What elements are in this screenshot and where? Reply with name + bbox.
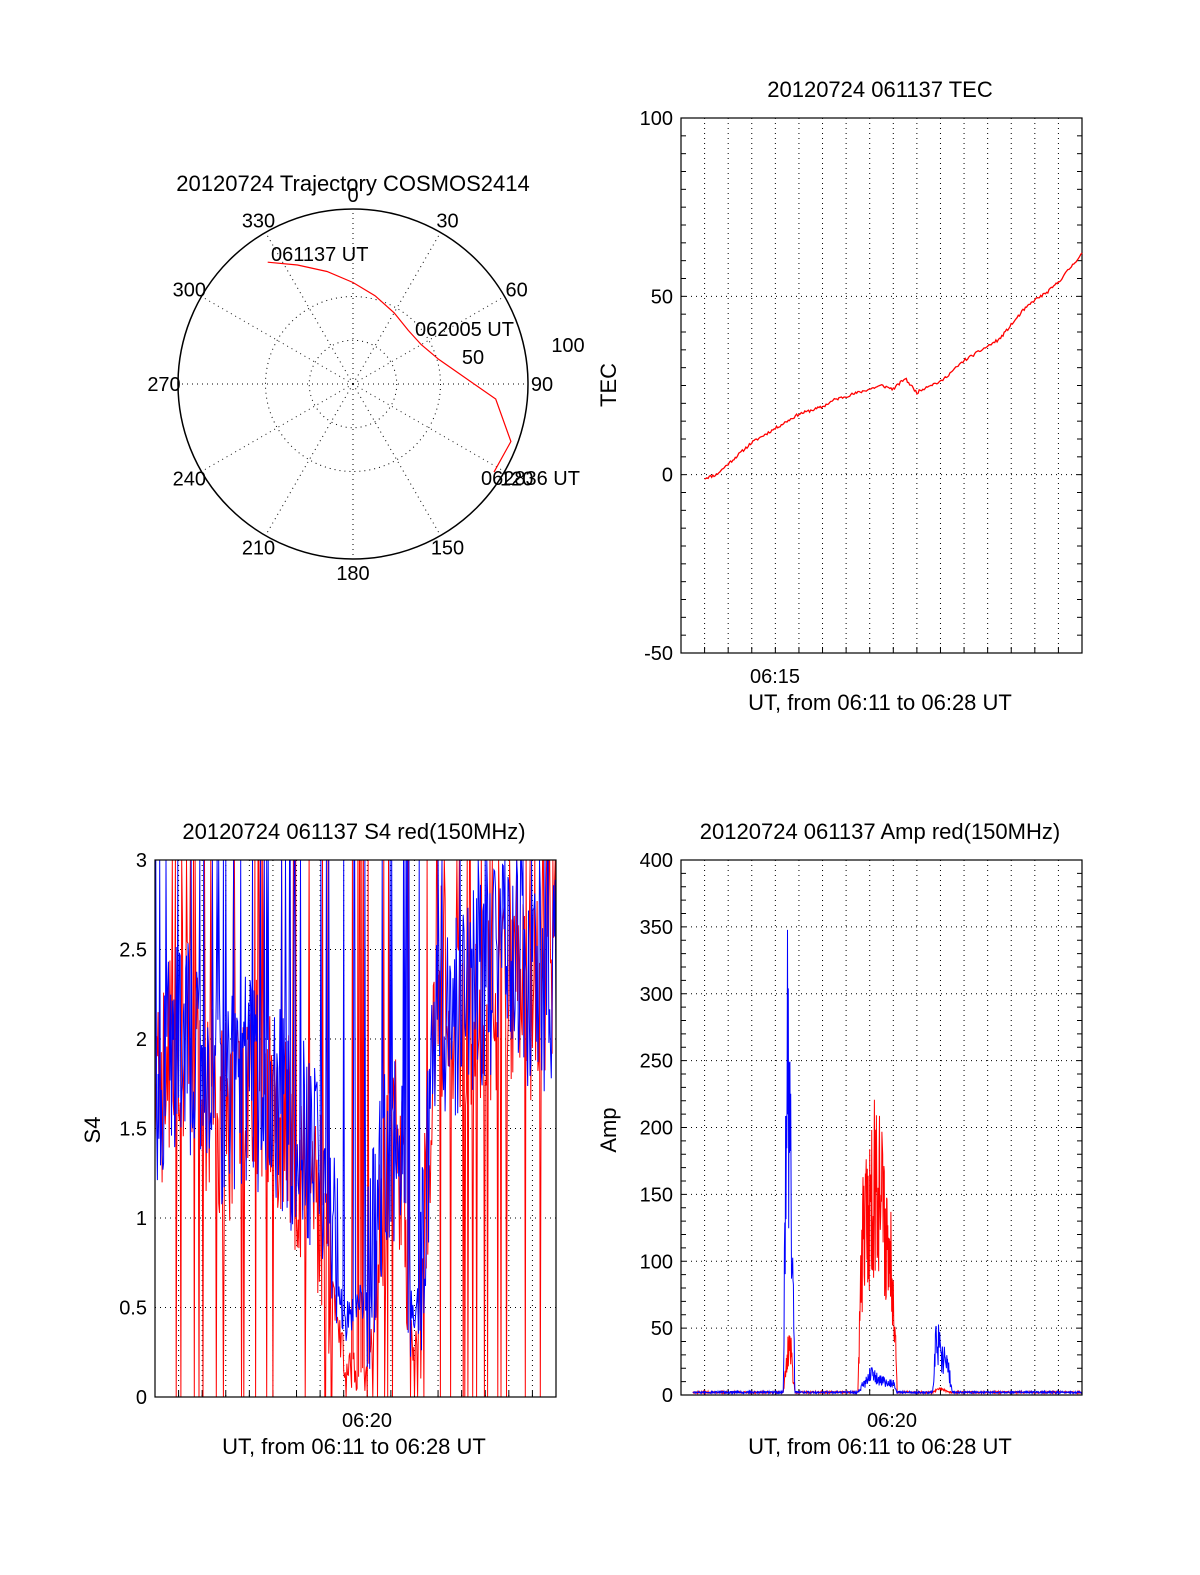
polar-azimuth-label-210: 210 — [242, 538, 275, 560]
polar-spoke-330 — [265, 232, 354, 385]
polar-end-label: 062836 UT — [481, 468, 580, 490]
amp-y-tick-label: 0 — [662, 1385, 673, 1407]
s4-series-blue-line — [154, 859, 557, 1369]
s4-y-tick-label: 0 — [136, 1387, 147, 1409]
s4-y-tick-label: 3 — [136, 850, 147, 872]
polar-grid — [178, 209, 528, 559]
tec-x-tick-0615: 06:15 — [750, 666, 800, 688]
polar-azimuth-label-90: 90 — [531, 374, 553, 396]
amp-y-tick-label: 250 — [640, 1051, 673, 1073]
s4-series-group — [154, 859, 557, 1398]
amp-series-group — [692, 929, 1083, 1396]
polar-azimuth-label-0: 0 — [347, 185, 358, 207]
s4-plot-frame — [154, 859, 557, 1398]
polar-grid-circle-25 — [308, 339, 398, 429]
tec-y-tick-label: 50 — [651, 286, 673, 308]
polar-azimuth-label-150: 150 — [431, 538, 464, 560]
amp-grid — [681, 859, 1082, 1396]
polar-spoke-240 — [201, 383, 354, 472]
polar-radial-label-100: 100 — [551, 335, 584, 357]
tec-title: 20120724 061137 TEC — [767, 77, 993, 102]
amp-y-axis-label: Amp — [596, 1107, 621, 1152]
s4-y-tick-label: 2.5 — [119, 940, 147, 962]
amp-y-tick-label: 200 — [640, 1118, 673, 1140]
polar-spoke-30 — [352, 232, 441, 385]
polar-spoke-210 — [265, 383, 354, 536]
polar-azimuth-label-180: 180 — [336, 563, 369, 585]
amp-y-tick-label: 150 — [640, 1184, 673, 1206]
tec-grid — [681, 117, 1082, 654]
s4-panel: 20120724 061137 S4 red(150MHz) 3 2.5 2 1.5 1… — [80, 819, 557, 1459]
tec-series-group — [704, 252, 1083, 480]
polar-azimuth-label-240: 240 — [173, 469, 206, 491]
tec-y-tick-labels: 100 50 0 -50 — [640, 108, 673, 665]
s4-y-tick-labels: 3 2.5 2 1.5 1 0.5 0 — [119, 850, 147, 1409]
amp-y-tick-label: 400 — [640, 850, 673, 872]
polar-azimuth-label-330: 330 — [242, 210, 275, 232]
tec-x-axis-label: UT, from 06:11 to 06:28 UT — [748, 690, 1012, 715]
amp-y-tick-label: 350 — [640, 917, 673, 939]
polar-azimuth-label-120: 120 — [500, 469, 533, 491]
s4-y-tick-label: 0.5 — [119, 1298, 147, 1320]
polar-grid-circle-50 — [265, 296, 441, 472]
amp-y-tick-label: 50 — [651, 1318, 673, 1340]
polar-azimuth-label-300: 300 — [173, 280, 206, 302]
polar-azimuth-label-60: 60 — [506, 280, 528, 302]
polar-spoke-60 — [352, 296, 505, 385]
s4-y-axis-label: S4 — [80, 1117, 105, 1144]
amp-plot-frame — [680, 859, 1083, 1396]
polar-panel: 20120724 Trajectory COSMOS2414 0 30 60 90 12… — [147, 171, 584, 585]
s4-y-tick-label: 2 — [136, 1029, 147, 1051]
s4-y-tick-label: 1.5 — [119, 1119, 147, 1141]
tec-y-tick-label: 100 — [640, 108, 673, 130]
amp-y-tick-label: 100 — [640, 1251, 673, 1273]
polar-mid-label: 062005 UT — [415, 319, 514, 341]
tec-y-tick-label: 0 — [662, 465, 673, 487]
s4-y-tick-label: 1 — [136, 1208, 147, 1230]
amp-title: 20120724 061137 Amp red(150MHz) — [700, 819, 1060, 844]
tec-y-axis-label: TEC — [596, 363, 621, 407]
polar-azimuth-labels: 0 30 60 90 120 150 180 210 240 270 300 330 — [147, 185, 553, 585]
polar-azimuth-label-30: 30 — [436, 210, 458, 232]
amp-series-red-line — [692, 1099, 1083, 1396]
amp-y-tick-label: 300 — [640, 984, 673, 1006]
polar-spoke-300 — [201, 296, 354, 385]
s4-title: 20120724 061137 S4 red(150MHz) — [182, 819, 525, 844]
s4-x-axis-label: UT, from 06:11 to 06:28 UT — [222, 1434, 486, 1459]
amp-x-axis-label: UT, from 06:11 to 06:28 UT — [748, 1434, 1012, 1459]
polar-azimuth-label-270: 270 — [147, 374, 180, 396]
tec-series-red-line — [704, 252, 1083, 480]
polar-radial-label-50: 50 — [462, 347, 484, 369]
amp-series-blue-line — [692, 929, 1083, 1396]
polar-spoke-120 — [352, 383, 505, 472]
polar-horizon-circle — [177, 208, 529, 560]
polar-trajectory-line — [267, 261, 512, 473]
tec-y-tick-label: -50 — [644, 643, 673, 665]
amp-x-tick-0620: 06:20 — [867, 1410, 917, 1432]
polar-title: 20120724 Trajectory COSMOS2414 — [176, 171, 529, 196]
s4-x-tick-0620: 06:20 — [342, 1410, 392, 1432]
tec-plot-frame — [680, 117, 1083, 654]
amp-panel: 20120724 061137 Amp red(150MHz) 400 350 30… — [596, 819, 1083, 1459]
polar-spoke-150 — [352, 383, 441, 536]
polar-start-label: 061137 UT — [271, 244, 368, 266]
amp-y-tick-labels: 400 350 300 250 200 150 100 50 0 — [640, 850, 673, 1407]
